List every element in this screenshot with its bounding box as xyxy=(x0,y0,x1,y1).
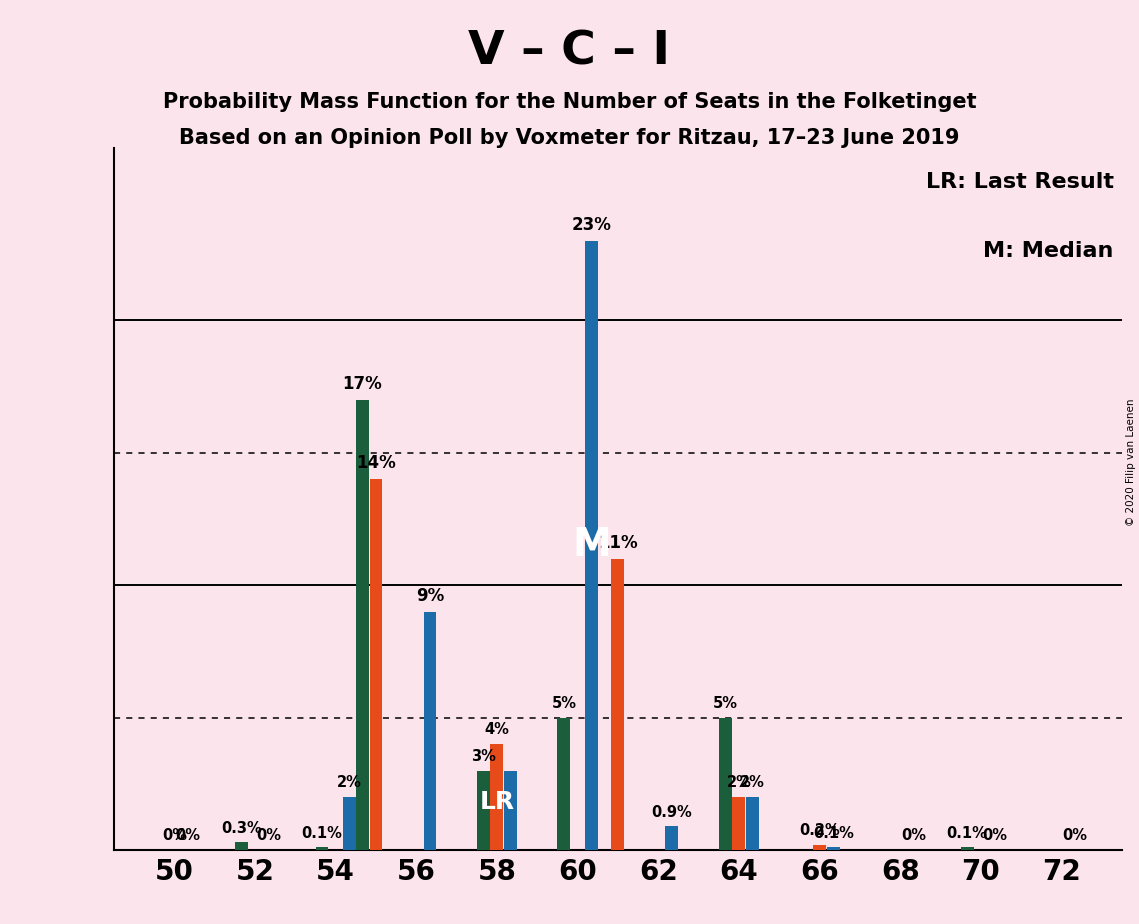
Text: 0.1%: 0.1% xyxy=(813,826,853,841)
Text: 0.1%: 0.1% xyxy=(947,826,988,841)
Bar xyxy=(424,612,436,850)
Bar xyxy=(584,240,598,850)
Bar xyxy=(732,797,745,850)
Text: 23%: 23% xyxy=(572,216,612,234)
Text: V – C – I: V – C – I xyxy=(468,30,671,75)
Text: 17%: 17% xyxy=(343,375,383,393)
Text: © 2020 Filip van Laenen: © 2020 Filip van Laenen xyxy=(1126,398,1136,526)
Bar xyxy=(557,718,571,850)
Text: 2%: 2% xyxy=(740,775,765,790)
Text: 9%: 9% xyxy=(416,587,444,605)
Bar xyxy=(491,744,503,850)
Text: 0.9%: 0.9% xyxy=(652,805,693,820)
Bar xyxy=(960,847,974,850)
Bar xyxy=(343,797,355,850)
Bar xyxy=(612,559,624,850)
Text: Probability Mass Function for the Number of Seats in the Folketinget: Probability Mass Function for the Number… xyxy=(163,92,976,113)
Bar xyxy=(505,771,517,850)
Text: M: Median: M: Median xyxy=(983,240,1114,261)
Text: 0.2%: 0.2% xyxy=(800,823,839,838)
Bar xyxy=(719,718,731,850)
Text: 0%: 0% xyxy=(1063,829,1088,844)
Text: 5%: 5% xyxy=(551,696,576,711)
Text: 3%: 3% xyxy=(470,749,495,764)
Text: 0.3%: 0.3% xyxy=(221,821,262,835)
Text: 0%: 0% xyxy=(175,829,200,844)
Text: 5%: 5% xyxy=(713,696,738,711)
Text: 0%: 0% xyxy=(162,829,187,844)
Bar xyxy=(477,771,490,850)
Text: 2%: 2% xyxy=(337,775,362,790)
Text: Based on an Opinion Poll by Voxmeter for Ritzau, 17–23 June 2019: Based on an Opinion Poll by Voxmeter for… xyxy=(179,128,960,148)
Bar xyxy=(235,842,248,850)
Bar xyxy=(355,399,369,850)
Text: LR: Last Result: LR: Last Result xyxy=(926,172,1114,191)
Text: 0%: 0% xyxy=(256,829,281,844)
Text: 0.1%: 0.1% xyxy=(302,826,343,841)
Text: 2%: 2% xyxy=(727,775,752,790)
Bar xyxy=(827,847,839,850)
Text: 11%: 11% xyxy=(598,534,638,552)
Bar xyxy=(369,479,383,850)
Bar xyxy=(665,826,679,850)
Text: M: M xyxy=(572,527,611,565)
Text: 0%: 0% xyxy=(982,829,1007,844)
Text: LR: LR xyxy=(480,790,515,814)
Text: 0%: 0% xyxy=(901,829,926,844)
Bar xyxy=(813,845,826,850)
Bar xyxy=(746,797,759,850)
Text: 14%: 14% xyxy=(357,455,396,472)
Bar xyxy=(316,847,328,850)
Text: 4%: 4% xyxy=(484,723,509,737)
